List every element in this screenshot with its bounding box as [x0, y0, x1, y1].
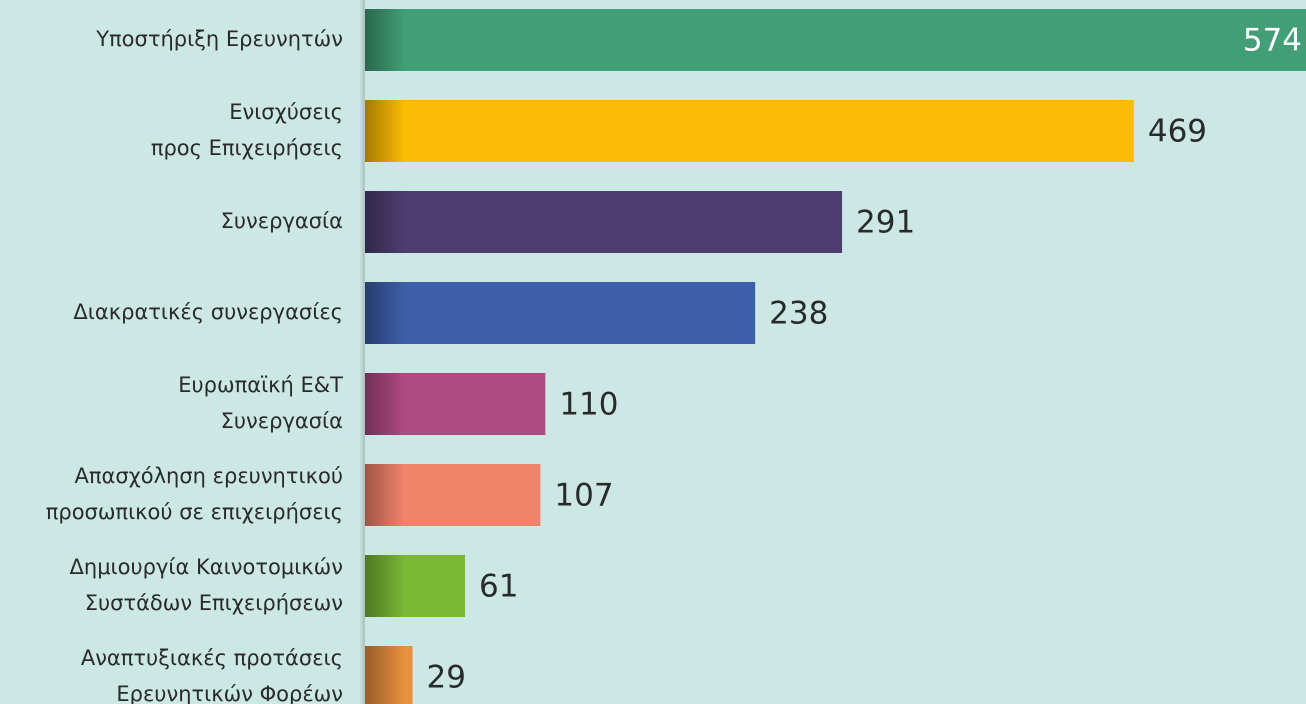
value-label: 107 [554, 478, 613, 514]
category-label: Ευρωπαϊκή Ε&Τ [178, 373, 343, 397]
bar [365, 191, 843, 253]
bar-shade [365, 646, 405, 704]
value-label: 469 [1148, 114, 1207, 150]
bar-shade [365, 464, 405, 526]
bar [365, 100, 1134, 162]
bar [365, 9, 1306, 71]
category-label: Ερευνητικών Φορέων [116, 682, 343, 704]
bar-shade [365, 9, 405, 71]
value-label: 61 [479, 569, 518, 605]
bar-shade [365, 555, 405, 617]
category-label: Υποστήριξη Ερευνητών [95, 27, 343, 51]
category-label: Συνεργασία [221, 409, 343, 433]
category-label: Απασχόληση ερευνητικού [74, 464, 343, 488]
divider-shadow [359, 0, 365, 704]
category-label: Συστάδων Επιχειρήσεων [85, 591, 343, 615]
category-label: προσωπικού σε επιχειρήσεις [46, 500, 343, 524]
bar-shade [365, 100, 405, 162]
category-label: Συνεργασία [221, 209, 343, 233]
value-label: 291 [856, 205, 915, 241]
category-label: Διακρατικές συνεργασίες [73, 300, 343, 324]
bar-shade [365, 191, 405, 253]
category-label: Ενισχύσεις [229, 100, 343, 124]
bar-shade [365, 373, 405, 435]
value-label: 238 [769, 296, 828, 332]
value-label: 29 [427, 660, 466, 696]
value-label: 110 [559, 387, 618, 423]
bar-shade [365, 282, 405, 344]
bar [365, 282, 756, 344]
value-label: 574 [1243, 23, 1302, 59]
category-label: προς Επιχειρήσεις [151, 136, 343, 160]
category-label: Αναπτυξιακές προτάσεις [81, 646, 343, 670]
category-label: Δημιουργία Καινοτομικών [70, 555, 343, 579]
